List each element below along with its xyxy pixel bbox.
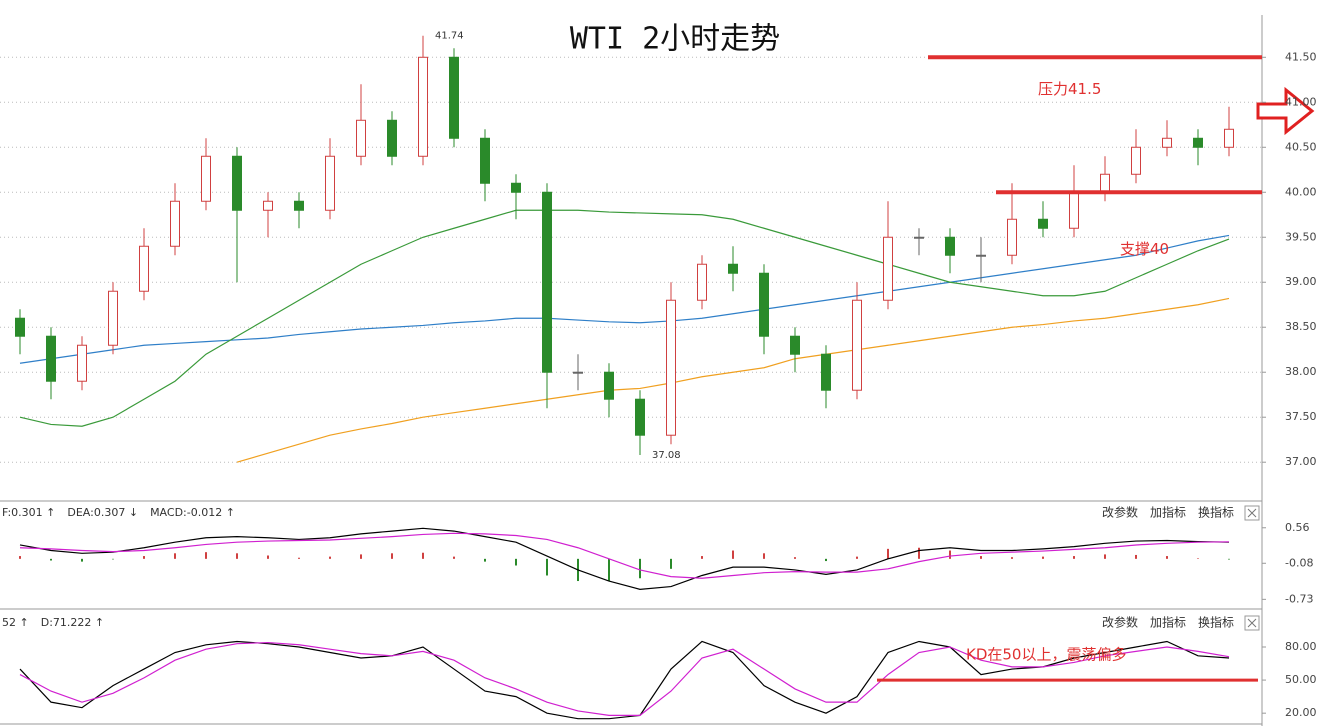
indicator-value: 52 ↑	[2, 616, 29, 629]
y-tick-label: 40.50	[1285, 140, 1317, 153]
candle-body	[418, 56, 428, 157]
close-icon	[1247, 508, 1257, 518]
candle-body	[170, 200, 180, 247]
indicator-value: D:71.222 ↑	[41, 616, 104, 629]
indicator-value: DEA:0.307 ↓	[67, 506, 138, 519]
candle-body	[666, 299, 676, 436]
indicator-line	[19, 234, 1230, 364]
close-icon	[1247, 618, 1257, 628]
candle-body	[449, 56, 459, 139]
y-tick-label: 37.00	[1285, 455, 1317, 468]
indicator-line	[236, 297, 1230, 463]
y-tick-label: 0.56	[1285, 521, 1310, 534]
indicator-line	[19, 641, 1230, 716]
reference-label: 支撑40	[1120, 240, 1169, 258]
candle-body	[201, 155, 211, 202]
indicator-line	[19, 532, 1230, 579]
candle-body	[77, 344, 87, 382]
max-label: 41.74	[435, 31, 464, 42]
candle-body	[263, 200, 273, 211]
candle-body	[945, 236, 955, 256]
candle-body	[46, 335, 56, 382]
candle-body	[1100, 173, 1110, 193]
indicator-line	[19, 640, 1230, 720]
indicator-line	[19, 527, 1230, 590]
indicator-line	[19, 209, 1230, 427]
y-tick-label: 50.00	[1285, 673, 1317, 686]
candle-body	[1193, 137, 1203, 148]
candle-body	[1069, 191, 1079, 229]
y-tick-label: -0.08	[1285, 556, 1313, 569]
arrow-icon	[1256, 86, 1315, 136]
candle-body	[1038, 218, 1048, 229]
y-tick-label: 37.50	[1285, 410, 1317, 423]
indicator-button[interactable]: 改参数	[1102, 615, 1138, 630]
candle-body	[573, 371, 583, 374]
indicator-button[interactable]: 加指标	[1150, 615, 1186, 630]
candle-body	[139, 245, 149, 292]
candle-body	[1131, 146, 1141, 175]
candle-body	[790, 335, 800, 355]
candle-body	[480, 137, 490, 184]
candle-body	[1007, 218, 1017, 256]
candle-body	[108, 290, 118, 346]
candle-body	[852, 299, 862, 391]
y-tick-label: 41.50	[1285, 50, 1317, 63]
candle-body	[697, 263, 707, 301]
indicator-button[interactable]: 换指标	[1198, 505, 1234, 520]
y-tick-label: -0.73	[1285, 592, 1313, 605]
candle-body	[356, 119, 366, 157]
indicator-button[interactable]: 改参数	[1102, 505, 1138, 520]
candle-body	[1162, 137, 1172, 148]
candle-body	[821, 353, 831, 391]
indicator-value: F:0.301 ↑	[2, 506, 55, 519]
candle-body	[976, 254, 986, 257]
y-tick-label: 39.50	[1285, 230, 1317, 243]
indicator-button[interactable]: 加指标	[1150, 505, 1186, 520]
candle-body	[15, 317, 25, 337]
y-tick-label: 80.00	[1285, 640, 1317, 653]
candle-body	[883, 236, 893, 301]
candle-body	[914, 236, 924, 239]
indicator-value: MACD:-0.012 ↑	[150, 506, 235, 519]
candle-body	[635, 398, 645, 436]
y-tick-label: 39.00	[1285, 275, 1317, 288]
candle-body	[604, 371, 614, 400]
candle-body	[542, 191, 552, 373]
y-tick-label: 38.50	[1285, 320, 1317, 333]
candle-body	[728, 263, 738, 274]
candle-body	[387, 119, 397, 157]
chart-title: WTI 2小时走势	[570, 22, 780, 57]
min-label: 37.08	[652, 450, 681, 461]
y-tick-label: 20.00	[1285, 706, 1317, 719]
y-tick-label: 40.00	[1285, 185, 1317, 198]
reference-label: 压力41.5	[1038, 80, 1101, 98]
annotation: KD在50以上，震荡偏多	[966, 646, 1126, 664]
candle-body	[232, 155, 242, 211]
indicator-button[interactable]: 换指标	[1198, 615, 1234, 630]
candle-body	[294, 200, 304, 211]
candle-body	[511, 182, 521, 193]
y-tick-label: 41.00	[1285, 95, 1317, 108]
y-tick-label: 38.00	[1285, 365, 1317, 378]
candle-body	[325, 155, 335, 211]
candle-body	[1224, 128, 1234, 148]
candle-body	[759, 272, 769, 337]
